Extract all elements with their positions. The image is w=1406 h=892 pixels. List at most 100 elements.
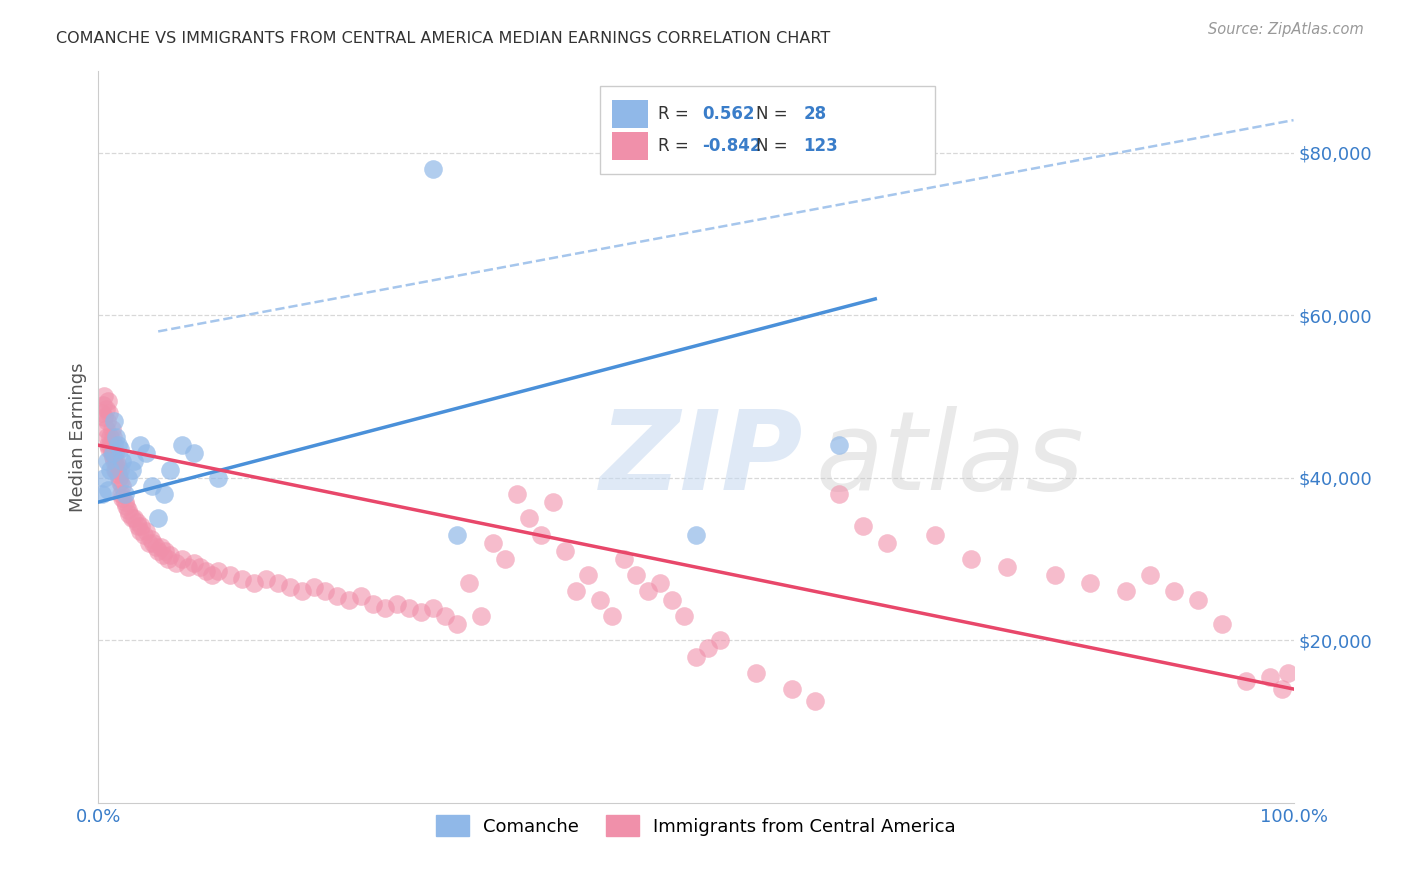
Point bbox=[960, 552, 983, 566]
Point bbox=[105, 430, 128, 444]
Point bbox=[131, 519, 153, 533]
Text: 0.562: 0.562 bbox=[702, 104, 755, 123]
Point bbox=[411, 605, 433, 619]
Point bbox=[315, 584, 337, 599]
Point bbox=[446, 617, 468, 632]
Point bbox=[127, 519, 149, 533]
Point bbox=[1258, 670, 1281, 684]
Point bbox=[107, 438, 129, 452]
Legend: Comanche, Immigrants from Central America: Comanche, Immigrants from Central Americ… bbox=[427, 806, 965, 845]
Point bbox=[97, 483, 120, 497]
Point bbox=[111, 491, 134, 505]
Point bbox=[326, 589, 349, 603]
Point bbox=[172, 438, 194, 452]
Point bbox=[177, 560, 200, 574]
Point bbox=[91, 398, 114, 412]
Point bbox=[780, 681, 803, 696]
Point bbox=[709, 633, 731, 648]
Point bbox=[434, 608, 457, 623]
Point bbox=[91, 406, 114, 420]
Point bbox=[117, 503, 139, 517]
Point bbox=[278, 581, 301, 595]
Point bbox=[685, 649, 707, 664]
Point bbox=[103, 438, 125, 452]
Point bbox=[108, 475, 131, 489]
Point bbox=[91, 487, 114, 501]
Point bbox=[108, 442, 131, 457]
Point bbox=[124, 511, 146, 525]
Point bbox=[804, 694, 827, 708]
Point bbox=[148, 544, 170, 558]
Point bbox=[149, 540, 172, 554]
Point bbox=[1115, 584, 1137, 599]
Point bbox=[374, 600, 396, 615]
Point bbox=[541, 495, 564, 509]
Point bbox=[148, 511, 170, 525]
Point bbox=[103, 454, 125, 468]
Point bbox=[118, 508, 141, 522]
Point bbox=[254, 572, 277, 586]
Point bbox=[156, 552, 179, 566]
Point bbox=[183, 556, 205, 570]
Point bbox=[291, 584, 314, 599]
Point bbox=[142, 535, 165, 549]
Point bbox=[1080, 576, 1102, 591]
Text: 28: 28 bbox=[804, 104, 827, 123]
Point bbox=[207, 564, 229, 578]
Point bbox=[139, 532, 162, 546]
Point bbox=[114, 487, 136, 501]
Point bbox=[554, 544, 576, 558]
Point bbox=[530, 527, 553, 541]
Text: R =: R = bbox=[658, 104, 693, 123]
Point bbox=[506, 487, 529, 501]
Point bbox=[103, 414, 125, 428]
FancyBboxPatch shape bbox=[600, 86, 935, 174]
Point bbox=[121, 462, 143, 476]
Point bbox=[302, 581, 325, 595]
Point bbox=[104, 462, 127, 476]
Point bbox=[135, 446, 157, 460]
Point bbox=[114, 495, 136, 509]
Y-axis label: Median Earnings: Median Earnings bbox=[69, 362, 87, 512]
Point bbox=[589, 592, 612, 607]
Point bbox=[422, 600, 444, 615]
Point bbox=[107, 471, 129, 485]
Point bbox=[398, 600, 420, 615]
Point bbox=[115, 499, 138, 513]
Point bbox=[458, 576, 481, 591]
Point bbox=[107, 467, 129, 481]
Point bbox=[422, 161, 444, 176]
Point bbox=[339, 592, 361, 607]
Point bbox=[565, 584, 588, 599]
Point bbox=[626, 568, 648, 582]
Text: -0.842: -0.842 bbox=[702, 137, 762, 155]
Point bbox=[145, 540, 167, 554]
Point bbox=[661, 592, 683, 607]
Point bbox=[637, 584, 659, 599]
Point bbox=[613, 552, 636, 566]
Point bbox=[132, 527, 155, 541]
Point bbox=[828, 487, 851, 501]
Point bbox=[98, 442, 121, 457]
Point bbox=[602, 608, 624, 623]
Text: N =: N = bbox=[756, 104, 793, 123]
Point bbox=[97, 438, 120, 452]
Point bbox=[1163, 584, 1185, 599]
Point bbox=[155, 544, 177, 558]
Point bbox=[98, 406, 121, 420]
Point bbox=[852, 519, 875, 533]
Point bbox=[135, 524, 157, 538]
Point bbox=[673, 608, 696, 623]
Point bbox=[141, 479, 163, 493]
Point bbox=[152, 548, 174, 562]
Text: COMANCHE VS IMMIGRANTS FROM CENTRAL AMERICA MEDIAN EARNINGS CORRELATION CHART: COMANCHE VS IMMIGRANTS FROM CENTRAL AMER… bbox=[56, 31, 831, 46]
Text: Source: ZipAtlas.com: Source: ZipAtlas.com bbox=[1208, 22, 1364, 37]
Point bbox=[172, 552, 194, 566]
Text: ZIP: ZIP bbox=[600, 406, 804, 513]
Point bbox=[159, 548, 181, 562]
Point bbox=[648, 576, 672, 591]
FancyBboxPatch shape bbox=[613, 132, 648, 160]
Point bbox=[828, 438, 851, 452]
Point bbox=[129, 438, 152, 452]
Point bbox=[183, 446, 205, 460]
